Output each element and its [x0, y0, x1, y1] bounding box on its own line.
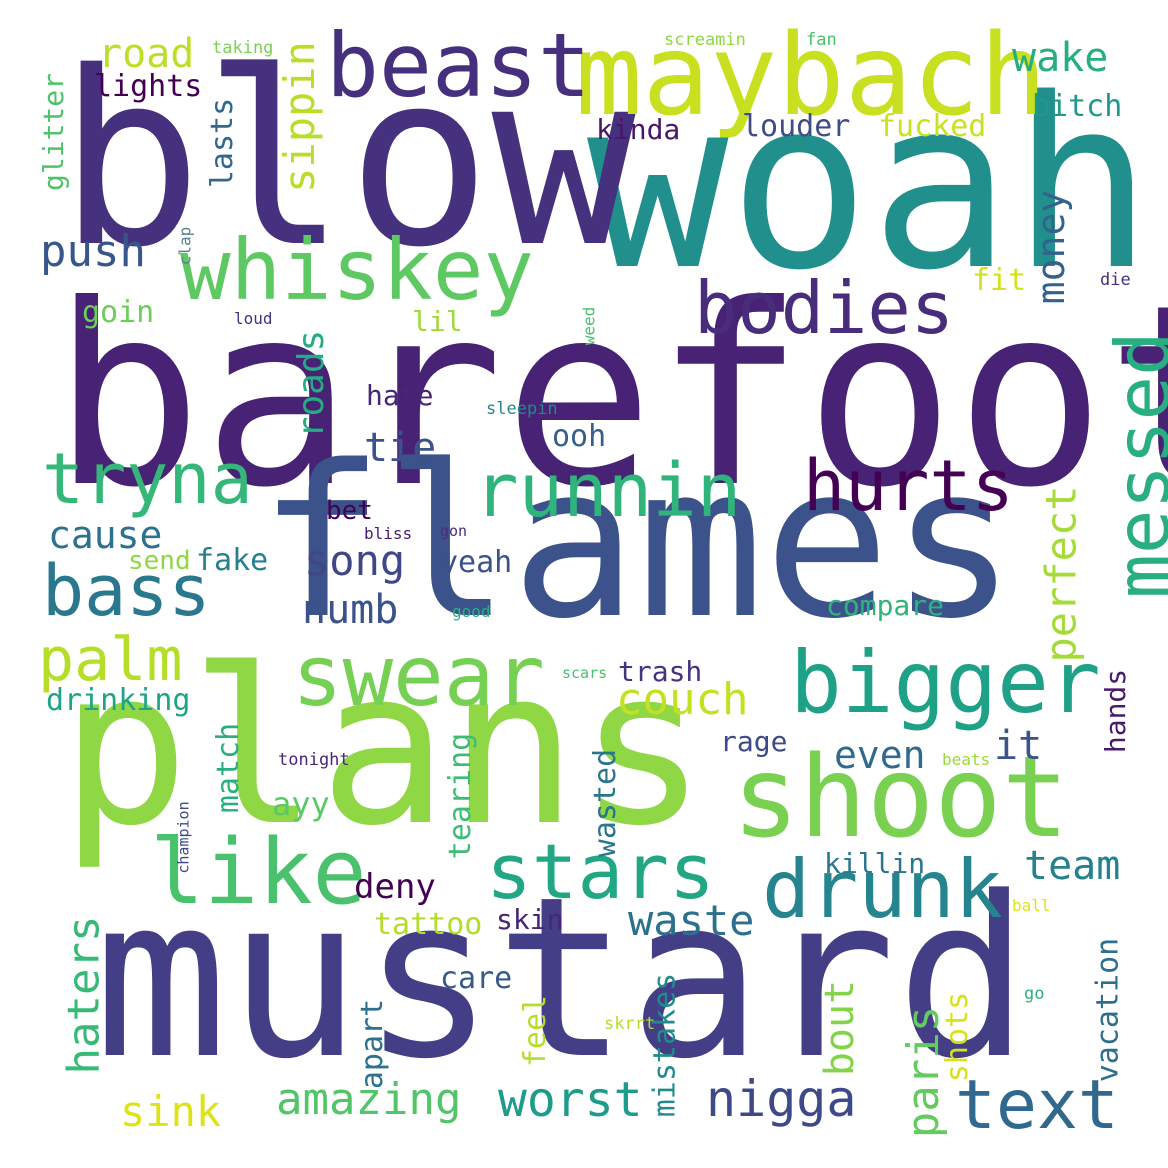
word-messed: messed — [1100, 331, 1168, 599]
word-apart: apart — [355, 998, 391, 1090]
word-barefoot: barefoot — [52, 251, 1168, 542]
word-drinking: drinking — [46, 683, 191, 718]
word-shots: shots — [940, 991, 976, 1083]
word-skin: skin — [496, 903, 564, 936]
word-nigga: nigga — [706, 1070, 857, 1128]
word-shoot: shoot — [732, 733, 1070, 863]
word-like: like — [150, 820, 367, 925]
word-haters: haters — [58, 915, 110, 1075]
word-gon: gon — [440, 522, 468, 540]
word-ayy: ayy — [272, 785, 330, 823]
word-perfect: perfect — [1036, 485, 1086, 663]
word-louder: louder — [742, 109, 851, 144]
word-hands: hands — [1099, 668, 1133, 754]
word-lights: lights — [94, 69, 203, 104]
word-compare: compare — [826, 589, 945, 622]
word-vacation: vacation — [1090, 937, 1126, 1083]
word-deny: deny — [354, 867, 436, 907]
word-bigger: bigger — [790, 633, 1101, 733]
word-fit: fit — [972, 263, 1027, 298]
word-lasts: lasts — [205, 97, 241, 189]
word-trash: trash — [618, 655, 703, 688]
word-runnin: runnin — [474, 448, 742, 534]
word-good: good — [452, 602, 491, 621]
word-loud: loud — [234, 309, 273, 328]
word-stars: stars — [486, 827, 715, 916]
word-plans: plans — [60, 622, 708, 873]
word-clap: clap — [175, 226, 195, 266]
word-ball: ball — [1012, 896, 1051, 915]
word-maybach: maybach — [575, 11, 1048, 141]
word-wake: wake — [1012, 35, 1109, 81]
word-fucked: fucked — [878, 109, 987, 144]
word-road: road — [98, 31, 195, 77]
word-even: even — [834, 733, 926, 777]
word-bliss: bliss — [364, 524, 413, 543]
word-care: care — [440, 961, 513, 996]
word-worst: worst — [498, 1072, 643, 1128]
word-numb: numb — [302, 587, 399, 633]
word-waste: waste — [628, 896, 755, 945]
word-feel: feel — [518, 994, 554, 1068]
word-it: it — [994, 723, 1043, 769]
word-money: money — [1029, 189, 1074, 305]
word-die: die — [1100, 270, 1131, 290]
word-goin: goin — [82, 295, 155, 330]
word-blow: blow — [58, 20, 636, 300]
word-hurts: hurts — [803, 445, 1014, 527]
word-send: send — [128, 546, 191, 576]
word-weed: weed — [579, 306, 599, 346]
word-yeah: yeah — [440, 545, 513, 580]
word-whiskey: whiskey — [180, 221, 535, 319]
word-match: match — [211, 722, 247, 814]
word-fan: fan — [806, 30, 837, 50]
word-team: team — [1024, 843, 1121, 889]
word-fake: fake — [196, 543, 269, 578]
word-cause: cause — [48, 513, 163, 557]
word-text: text — [955, 1066, 1119, 1145]
word-bitch: bitch — [1032, 89, 1123, 124]
word-bout: bout — [817, 979, 864, 1077]
word-tie: tie — [364, 425, 437, 471]
word-bass: bass — [42, 550, 211, 632]
word-champion: champion — [174, 801, 193, 874]
word-beats: beats — [942, 750, 991, 769]
word-tearing: tearing — [443, 732, 479, 860]
word-skrrt: skrrt — [604, 1014, 656, 1034]
word-killin: killin — [824, 847, 926, 880]
word-wasted: wasted — [588, 748, 624, 858]
word-sleepin: sleepin — [486, 399, 558, 419]
word-roads: roads — [291, 329, 333, 439]
word-bet: bet — [326, 496, 373, 526]
word-screamin: screamin — [664, 30, 746, 50]
word-glitter: glitter — [37, 72, 71, 192]
word-beast: beast — [326, 14, 591, 117]
word-couch: couch — [616, 674, 749, 725]
word-sink: sink — [120, 1087, 222, 1136]
word-rage: rage — [720, 725, 788, 758]
word-swear: swear — [292, 627, 545, 725]
word-mistakes: mistakes — [647, 972, 683, 1118]
word-drunk: drunk — [762, 843, 1003, 936]
word-ooh: ooh — [552, 419, 607, 454]
word-song: song — [304, 536, 406, 585]
word-lil: lil — [412, 305, 463, 338]
word-push: push — [40, 226, 146, 277]
word-bodies: bodies — [694, 266, 955, 350]
word-tattoo: tattoo — [374, 907, 483, 942]
word-taking: taking — [212, 38, 274, 58]
word-flames: flames — [258, 420, 1017, 665]
word-mustard: mustard — [94, 850, 1030, 1108]
word-sippin: sippin — [274, 41, 324, 193]
word-tryna: tryna — [42, 438, 253, 520]
word-amazing: amazing — [276, 1074, 462, 1125]
word-scars: scars — [562, 664, 608, 682]
word-tonight: tonight — [278, 750, 350, 770]
word-kinda: kinda — [596, 113, 681, 146]
word-hate: hate — [366, 379, 434, 412]
word-woah: woah — [587, 49, 1153, 322]
word-palm: palm — [38, 625, 183, 695]
word-go: go — [1024, 984, 1045, 1004]
